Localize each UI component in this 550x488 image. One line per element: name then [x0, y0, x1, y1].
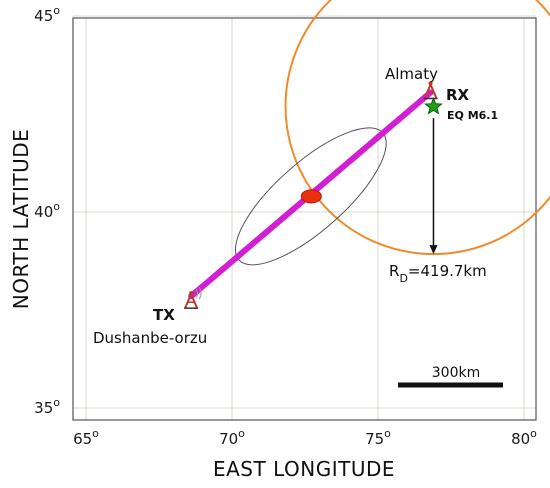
x-tick-75: 75o [365, 427, 391, 448]
map-frame [72, 17, 537, 421]
graticule-grid [73, 15, 536, 420]
scale-bar-label: 300km [432, 365, 480, 381]
x-tick-80: 80o [511, 427, 537, 448]
transmitter-code: TX [153, 306, 175, 324]
scale-bar: 300km [398, 365, 503, 388]
receiver-name: Almaty [385, 65, 438, 83]
receiver-code: RX [446, 86, 470, 104]
preparation-zone-circle [284, 0, 550, 256]
transmitter-name: Dushanbe-orzu [93, 329, 207, 347]
radius-label: RD=419.7km [389, 262, 487, 285]
path-midpoint-marker [300, 189, 322, 204]
transmitter-tower-icon [184, 286, 202, 309]
earthquake-label: EQ M6.1 [447, 109, 498, 122]
y-tick-40: 40o [34, 200, 60, 221]
x-axis-title: EAST LONGITUDE [213, 457, 395, 481]
x-tick-70: 70o [219, 427, 245, 448]
axis-ticks: 65o 70o 75o 80o 35o 40o 45o [34, 4, 537, 448]
receiver-tower-icon [423, 81, 438, 100]
y-tick-45: 45o [34, 4, 60, 25]
x-tick-65: 65o [73, 427, 99, 448]
radius-arrow [429, 118, 438, 255]
y-axis-title: NORTH LATITUDE [9, 129, 33, 310]
y-tick-35: 35o [34, 396, 60, 417]
earthquake-star-icon [424, 96, 443, 115]
